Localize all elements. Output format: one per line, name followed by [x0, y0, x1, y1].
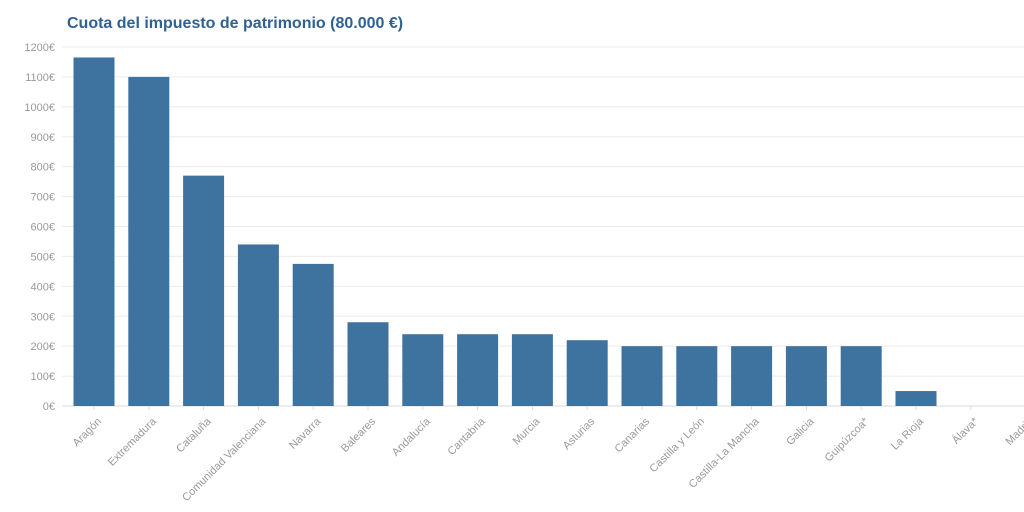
x-tick-label: Castilla y León [647, 416, 707, 476]
bar[interactable] [237, 244, 279, 406]
y-tick-label: 700€ [31, 192, 55, 204]
y-tick-label: 500€ [31, 251, 55, 263]
bar[interactable] [402, 334, 444, 406]
bar[interactable] [676, 346, 718, 406]
x-tick-label: Baleares [339, 415, 379, 455]
x-tick-label: Cataluña [174, 415, 214, 455]
bar[interactable] [457, 334, 499, 406]
y-tick-label: 200€ [31, 341, 55, 353]
bar[interactable] [128, 76, 170, 407]
y-tick-label: 400€ [31, 281, 55, 293]
x-tick-label: Guipúzcoa* [823, 415, 872, 464]
bar[interactable] [183, 175, 225, 406]
y-tick-label: 100€ [31, 371, 55, 383]
x-tick-label: Canarias [613, 415, 653, 455]
y-tick-label: 1000€ [24, 102, 55, 114]
bar[interactable] [785, 346, 827, 406]
bar[interactable] [511, 334, 553, 406]
x-tick-label: Asturias [561, 415, 598, 452]
x-tick-label: Extremadura [106, 415, 160, 469]
bar[interactable] [292, 263, 334, 406]
bar[interactable] [566, 340, 608, 406]
y-axis: 0€ 100€ 200€ 300€ 400€ 500€ 600€ 700€ 800€ 900€ 10… [24, 42, 55, 413]
x-tick-label: La Rioja [889, 415, 927, 453]
x-tick-label: Navarra [287, 415, 324, 452]
x-tick-label: Madrid [1003, 416, 1024, 448]
x-tick-label: Murcia [511, 415, 543, 447]
bar[interactable] [73, 57, 115, 407]
x-tick-label: Andalucía [390, 415, 434, 459]
x-tick-label: Galicia [784, 415, 817, 448]
y-tick-label: 1100€ [25, 72, 55, 84]
y-tick-label: 800€ [31, 162, 55, 174]
bar[interactable] [621, 346, 663, 406]
bars [73, 57, 937, 407]
y-tick-label: 300€ [31, 311, 55, 323]
bar[interactable] [347, 322, 389, 406]
y-tick-label: 600€ [31, 222, 55, 234]
bar[interactable] [840, 346, 882, 406]
y-tick-label: 0€ [43, 401, 55, 413]
bar[interactable] [731, 346, 773, 406]
x-tick-label: Álava* [949, 414, 981, 446]
x-tick-label: Cantabria [446, 415, 489, 458]
chart-title: Cuota del impuesto de patrimonio (80.000… [67, 15, 404, 32]
x-tick-label: Aragón [71, 416, 105, 450]
y-tick-label: 900€ [31, 132, 55, 144]
bar[interactable] [895, 391, 937, 406]
y-tick-label: 1200€ [24, 42, 55, 54]
